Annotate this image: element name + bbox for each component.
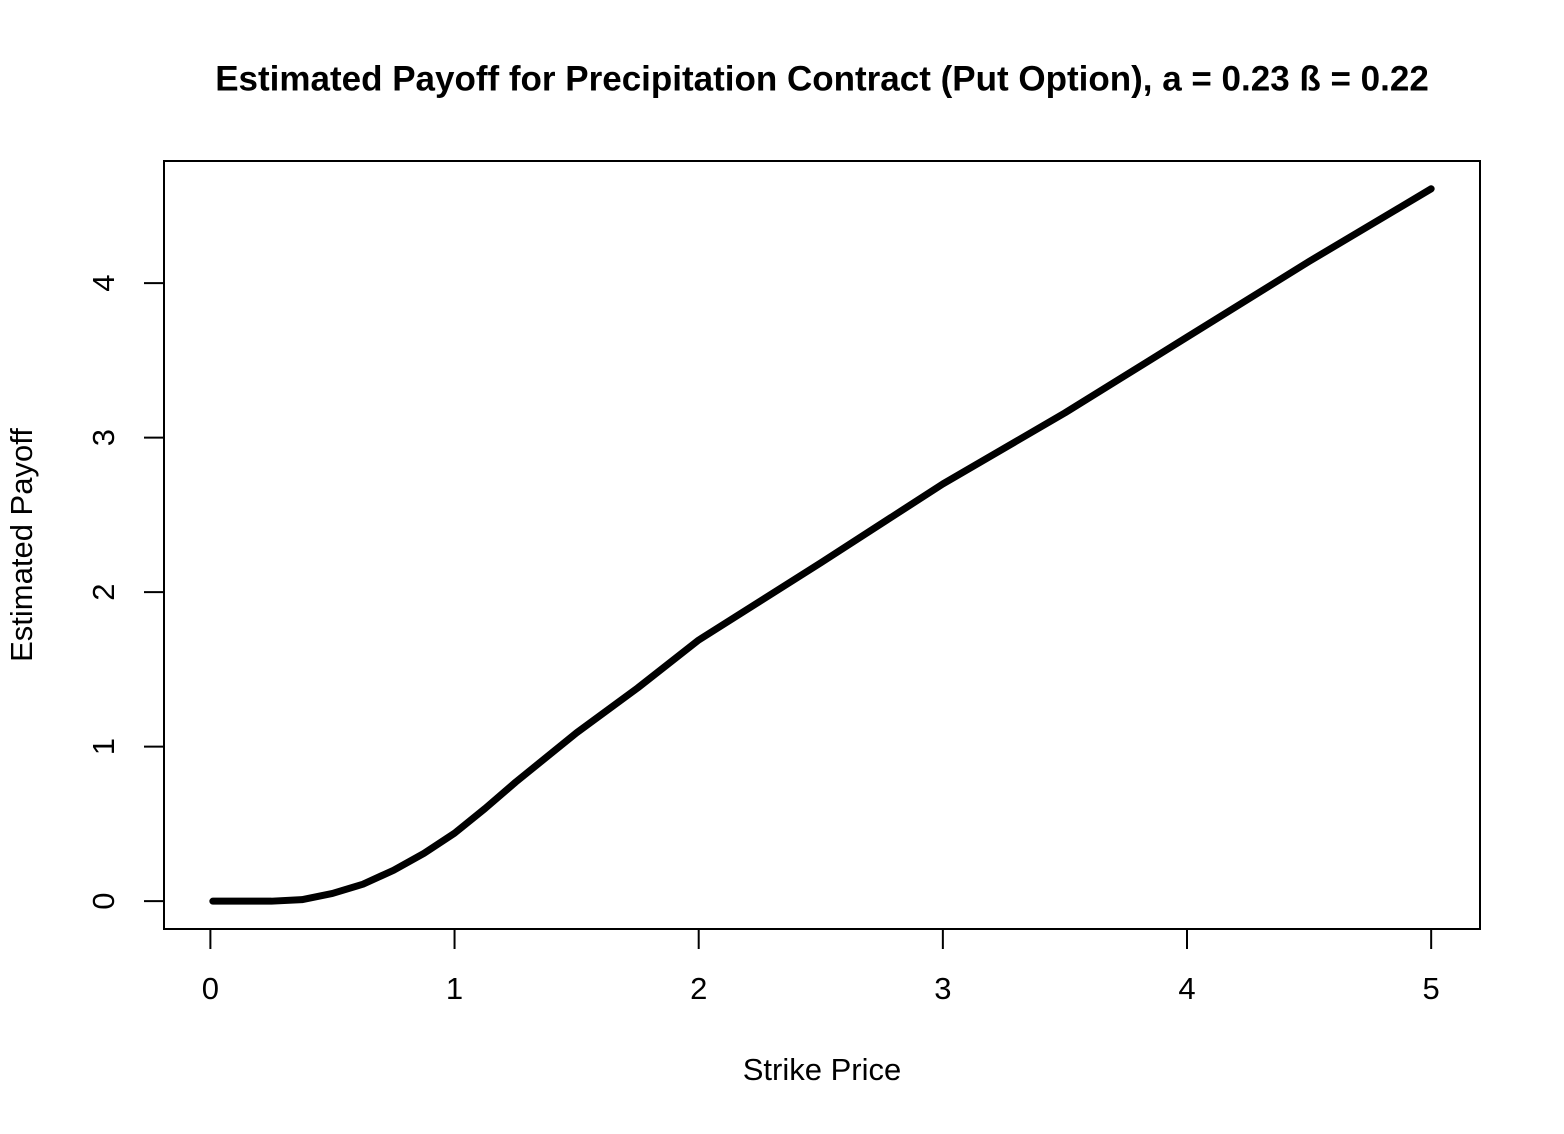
chart-title: Estimated Payoff for Precipitation Contr… (215, 59, 1429, 98)
y-tick-label: 3 (86, 429, 121, 446)
y-tick-label: 0 (86, 893, 121, 910)
x-tick-label: 3 (934, 971, 951, 1006)
y-tick-label: 4 (86, 274, 121, 291)
x-tick-label: 0 (202, 971, 219, 1006)
x-tick-label: 4 (1178, 971, 1195, 1006)
y-tick-label: 1 (86, 738, 121, 755)
x-tick-label: 5 (1423, 971, 1440, 1006)
y-axis-label: Estimated Payoff (4, 428, 39, 662)
data-line (209, 185, 1435, 905)
x-axis-label: Strike Price (743, 1052, 901, 1087)
y-tick-label: 2 (86, 584, 121, 601)
x-tick-label: 1 (446, 971, 463, 1006)
x-tick-label: 2 (690, 971, 707, 1006)
